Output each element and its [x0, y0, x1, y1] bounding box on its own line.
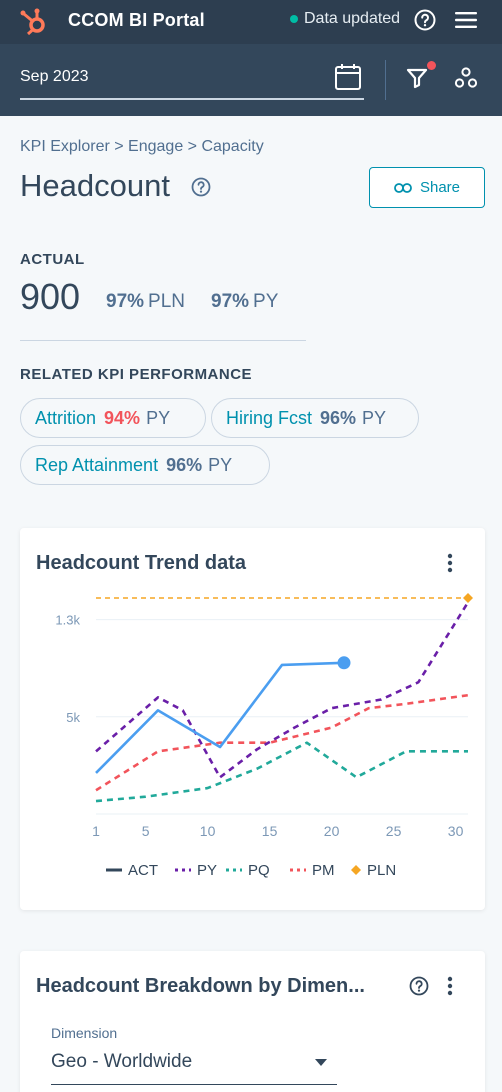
chip-label: PY: [208, 454, 233, 475]
divider: [20, 340, 306, 341]
comparison-pct: 97%: [106, 291, 145, 312]
date-picker-field[interactable]: Sep 2023: [20, 54, 364, 100]
comparison-pln: 97% PLN: [106, 291, 185, 313]
related-kpi-chip-rep-attainment[interactable]: Rep Attainment 96% PY: [20, 445, 270, 485]
legend-swatch: [351, 865, 361, 875]
x-tick-label: 10: [200, 823, 216, 839]
date-value: Sep 2023: [20, 68, 89, 85]
dimension-select[interactable]: Geo - Worldwide: [51, 1047, 337, 1085]
data-status-text: Data updated: [304, 10, 401, 27]
x-tick-label: 15: [262, 823, 278, 839]
related-kpi-chip-hiring-fcst[interactable]: Hiring Fcst 96% PY: [211, 398, 419, 438]
chip-label: PY: [362, 407, 387, 428]
share-label: Share: [419, 179, 461, 196]
x-tick-label: 25: [386, 823, 402, 839]
comparison-py: 97% PY: [211, 291, 278, 313]
chip-pct: 96%: [166, 454, 203, 475]
app-title: CCOM BI Portal: [68, 10, 205, 30]
more-options-icon[interactable]: [444, 975, 456, 997]
more-options-icon[interactable]: [444, 552, 456, 574]
legend-label: PM: [312, 862, 335, 879]
x-tick-label: 5: [142, 823, 150, 839]
calendar-icon[interactable]: [334, 63, 362, 91]
chip-pct: 96%: [320, 407, 357, 428]
legend-label: PQ: [248, 862, 270, 879]
chip-name: Rep Attainment: [35, 454, 159, 475]
data-status: Data updated: [290, 10, 400, 28]
series-line-pm: [95, 693, 469, 792]
comparison-label: PY: [253, 291, 279, 312]
card-title: Headcount Breakdown by Dimen...: [36, 975, 365, 997]
comparison-label: PLN: [148, 291, 185, 312]
chip-pct: 94%: [104, 407, 141, 428]
x-tick-label: 20: [324, 823, 340, 839]
top-app-bar: CCOM BI Portal Data updated: [0, 0, 502, 44]
card-title: Headcount Trend data: [36, 552, 247, 574]
chip-label: PY: [146, 407, 171, 428]
series-line-act: [95, 661, 345, 774]
y-tick-label: 5k: [66, 710, 80, 725]
hubspot-logo-icon: [20, 8, 45, 36]
legend-label: PY: [197, 862, 217, 879]
comparison-pct: 97%: [211, 291, 250, 312]
series-line-py: [95, 601, 470, 779]
hamburger-menu-icon[interactable]: [455, 11, 477, 29]
page-title: Headcount: [20, 168, 170, 203]
help-icon[interactable]: [409, 976, 429, 996]
chevron-down-icon: [315, 1059, 327, 1066]
divider: [385, 60, 386, 100]
breakdown-card: Headcount Breakdown by Dimen... Dimensio…: [20, 951, 485, 1092]
help-icon[interactable]: [414, 9, 436, 31]
filter-bar: Sep 2023: [0, 44, 502, 116]
series-line-pq: [95, 741, 468, 803]
dimension-value: Geo - Worldwide: [51, 1051, 193, 1072]
share-button[interactable]: Share: [369, 167, 485, 208]
breadcrumb[interactable]: KPI Explorer > Engage > Capacity: [20, 138, 264, 155]
x-tick-label: 1: [92, 823, 100, 839]
legend-label: PLN: [367, 862, 396, 879]
filter-icon[interactable]: [405, 66, 429, 90]
help-icon[interactable]: [191, 177, 211, 197]
legend-label: ACT: [128, 862, 158, 879]
chip-name: Hiring Fcst: [226, 407, 313, 428]
chip-name: Attrition: [35, 407, 97, 428]
link-icon: [394, 182, 412, 193]
people-icon[interactable]: [454, 66, 478, 90]
status-dot-icon: [290, 15, 298, 23]
related-kpi-label: RELATED KPI PERFORMANCE: [20, 366, 253, 383]
x-tick-label: 30: [448, 823, 464, 839]
actual-value: 900: [20, 276, 81, 317]
series-endpoint-act: [337, 656, 351, 670]
y-tick-label: 1.3k: [55, 613, 80, 628]
dimension-label: Dimension: [51, 1025, 118, 1041]
trend-chart-card: Headcount Trend data 1.3k 5k 1 5 10 15 20 25 30 A…: [20, 528, 485, 910]
related-kpi-chip-attrition[interactable]: Attrition 94% PY: [20, 398, 206, 438]
actual-label: ACTUAL: [20, 251, 85, 268]
filter-active-badge: [427, 61, 436, 70]
series-marker-pln: [463, 593, 473, 603]
